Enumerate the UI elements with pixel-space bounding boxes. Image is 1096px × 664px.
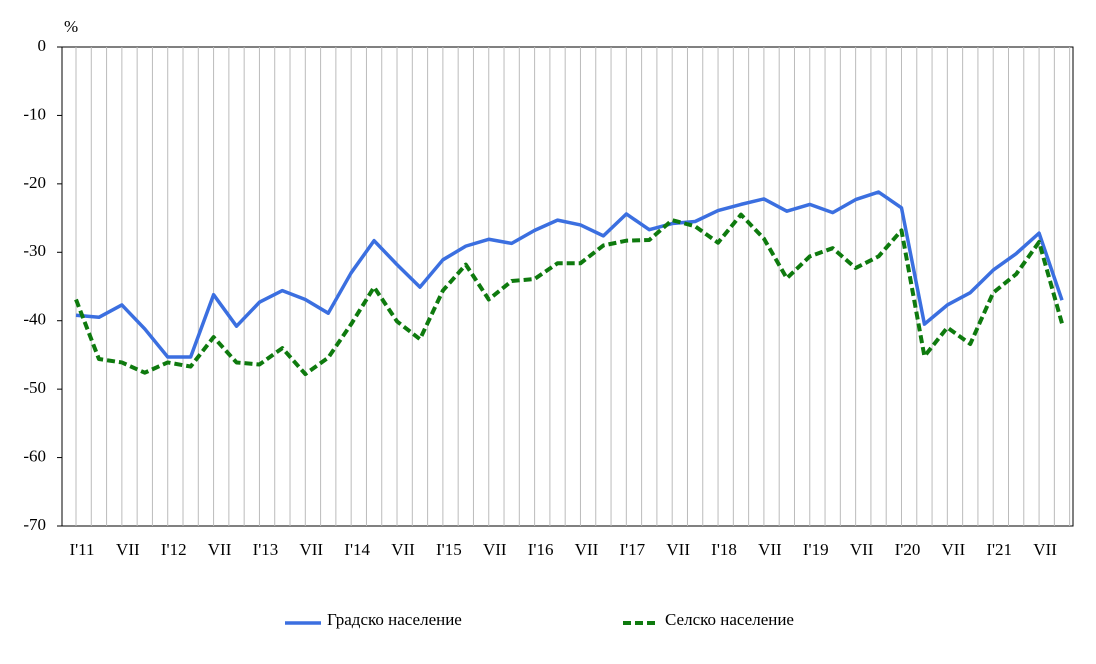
y-axis-label: % (64, 17, 78, 36)
series-line (75, 190, 1064, 359)
x-tick-label: VII (575, 540, 599, 559)
x-tick-label: I'20 (895, 540, 921, 559)
x-tick-label: I'21 (986, 540, 1012, 559)
y-tick-label: -50 (23, 378, 46, 397)
x-tick-label: I'15 (436, 540, 462, 559)
y-tick-label: -10 (23, 104, 46, 123)
legend-label: Селско население (665, 610, 794, 629)
x-tick-label: I'17 (619, 540, 645, 559)
x-tick-label: I'13 (253, 540, 279, 559)
x-tick-label: I'18 (711, 540, 737, 559)
x-tick-label: VII (1033, 540, 1057, 559)
y-tick-label: -30 (23, 241, 46, 260)
series-line (74, 212, 1064, 377)
x-tick-label: VII (391, 540, 415, 559)
x-tick-label: VII (666, 540, 690, 559)
x-tick-label: VII (208, 540, 232, 559)
legend-label: Градско население (327, 610, 462, 629)
x-tick-label: VII (942, 540, 966, 559)
y-tick-label: -20 (23, 173, 46, 192)
plot-frame (61, 46, 1074, 527)
y-tick-label: -40 (23, 310, 46, 329)
x-tick-label: I'12 (161, 540, 187, 559)
x-tick-label: VII (483, 540, 507, 559)
x-tick-label: I'11 (69, 540, 94, 559)
x-tick-label: I'16 (528, 540, 554, 559)
x-tick-label: VII (850, 540, 874, 559)
x-tick-label: VII (116, 540, 140, 559)
x-tick-label: I'14 (344, 540, 370, 559)
y-tick-label: -60 (23, 446, 46, 465)
x-tick-label: VII (299, 540, 323, 559)
y-tick-label: -70 (23, 515, 46, 534)
x-tick-label: VII (758, 540, 782, 559)
x-tick-label: I'19 (803, 540, 829, 559)
y-tick-label: 0 (38, 36, 47, 55)
